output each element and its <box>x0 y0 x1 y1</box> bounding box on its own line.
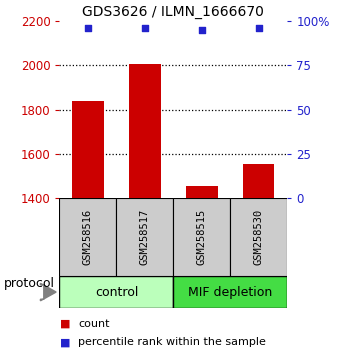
Bar <box>129 64 160 198</box>
Bar <box>116 198 173 276</box>
Bar <box>243 164 274 198</box>
Title: GDS3626 / ILMN_1666670: GDS3626 / ILMN_1666670 <box>83 5 264 19</box>
FancyArrow shape <box>40 283 56 301</box>
Point <box>199 27 205 33</box>
Bar <box>231 198 287 276</box>
Bar <box>186 186 218 198</box>
Text: protocol: protocol <box>3 277 54 290</box>
Text: ■: ■ <box>59 319 70 329</box>
Point <box>256 25 261 31</box>
Text: ■: ■ <box>59 337 70 347</box>
Bar <box>173 276 287 308</box>
Point <box>85 25 91 31</box>
Text: GSM258530: GSM258530 <box>254 209 264 265</box>
Text: MIF depletion: MIF depletion <box>188 286 272 298</box>
Bar <box>59 198 116 276</box>
Text: percentile rank within the sample: percentile rank within the sample <box>78 337 266 347</box>
Text: GSM258516: GSM258516 <box>83 209 93 265</box>
Bar <box>173 198 231 276</box>
Text: GSM258517: GSM258517 <box>140 209 150 265</box>
Point <box>142 25 148 31</box>
Text: control: control <box>95 286 138 298</box>
Bar <box>72 101 104 198</box>
Text: GSM258515: GSM258515 <box>197 209 207 265</box>
Bar <box>59 276 173 308</box>
Text: count: count <box>78 319 110 329</box>
